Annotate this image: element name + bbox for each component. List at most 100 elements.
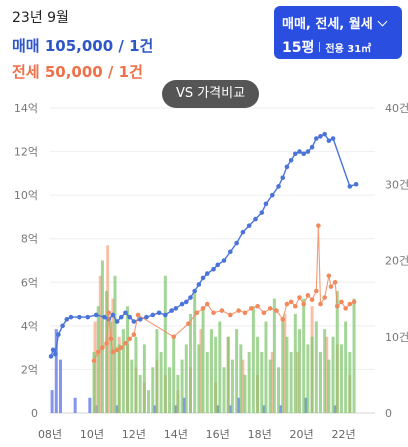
sale-volume-bar — [228, 405, 232, 413]
jeonse-price-point — [127, 336, 132, 342]
jeonse-price-point — [114, 347, 120, 353]
sale-volume-bar — [115, 405, 119, 413]
monthly-volume-bar — [277, 367, 281, 413]
jeonse-price-point — [322, 295, 327, 300]
monthly-volume-bar — [142, 344, 146, 413]
monthly-volume-bar — [168, 367, 172, 413]
monthly-volume-bar — [310, 336, 314, 413]
sale-volume-bar — [54, 329, 58, 413]
jeonse-price-point — [242, 310, 248, 316]
monthly-volume-bar — [222, 367, 226, 413]
jeonse-price-point — [108, 336, 114, 342]
sale-price-point — [85, 314, 91, 320]
sale-volume-bar — [279, 405, 283, 413]
monthly-volume-bar — [323, 329, 327, 413]
monthly-volume-bar — [151, 367, 155, 413]
jeonse-volume-bar — [98, 275, 102, 413]
jeonse-price-point — [274, 308, 279, 313]
jeonse-price-point — [91, 358, 97, 364]
monthly-volume-bar — [348, 352, 352, 413]
sale-price-point — [269, 192, 275, 198]
jeonse-price-point — [280, 317, 286, 322]
jeonse-price-point — [204, 301, 210, 307]
monthly-volume-bar — [331, 336, 335, 413]
sale-price-point — [326, 138, 332, 143]
x-tick-label: 10년 — [80, 428, 104, 441]
sale-price-point — [305, 149, 311, 154]
jeonse-price-point — [313, 288, 319, 294]
monthly-volume-bar — [134, 336, 138, 413]
monthly-volume-bar — [285, 336, 289, 413]
vs-compare-button[interactable]: VS 가격비교 — [162, 80, 259, 108]
y-left-tick-label: 8억 — [21, 233, 38, 246]
x-tick-label: 16년 — [206, 428, 230, 441]
x-tick-label: 12년 — [122, 428, 146, 441]
jeonse-price-point — [284, 301, 290, 307]
sale-price-point — [60, 323, 65, 329]
monthly-volume-bar — [235, 329, 239, 413]
sale-price-point — [110, 312, 116, 318]
sale-volume-bar — [174, 405, 178, 413]
y-right-tick-label: 20건 — [385, 255, 408, 268]
monthly-volume-bar — [264, 321, 268, 413]
monthly-volume-bar — [184, 344, 188, 413]
y-left-tick-label: 2억 — [21, 363, 38, 376]
trade-type-label: 매매, 전세, 월세 — [282, 17, 373, 32]
jeonse-price-point — [211, 310, 216, 316]
monthly-volume-bar — [302, 298, 306, 413]
sale-price-point — [77, 314, 82, 320]
y-right-tick-label: 30건 — [385, 178, 408, 191]
monthly-volume-bar — [121, 329, 125, 413]
monthly-volume-bar — [100, 260, 104, 413]
sale-price-point — [215, 262, 221, 268]
sale-price-point — [322, 131, 327, 137]
jeonse-price-summary: 전세 50,000 / 1건 — [12, 63, 143, 81]
sale-volume-bar — [88, 397, 92, 413]
jeonse-price-point — [123, 340, 128, 346]
sale-price-point — [228, 249, 233, 255]
monthly-volume-bar — [339, 344, 343, 413]
sale-price-point — [263, 201, 269, 207]
sale-volume-bar — [262, 405, 266, 413]
sale-price-point — [353, 181, 359, 187]
sale-price-point — [144, 314, 149, 320]
jeonse-price-point — [297, 295, 302, 300]
trade-type-row: 매매, 전세, 월세 — [282, 13, 388, 32]
jeonse-price-point — [135, 312, 141, 318]
monthly-volume-bar — [314, 321, 318, 413]
sale-volume-bar — [50, 390, 54, 413]
y-left-tick-label: 6억 — [21, 276, 38, 289]
sale-price-point — [297, 149, 302, 154]
sale-price-point — [179, 301, 185, 307]
monthly-volume-bar — [209, 329, 213, 413]
sale-price-point — [318, 134, 323, 139]
sale-price-point — [221, 258, 227, 263]
jeonse-price-point — [316, 223, 321, 228]
sale-price-point — [246, 223, 252, 228]
jeonse-price-point — [219, 308, 225, 313]
jeonse-volume-bar — [295, 352, 299, 413]
sale-price-point — [196, 282, 202, 287]
monthly-volume-bar — [293, 313, 297, 413]
sale-price-point — [64, 317, 70, 322]
sale-volume-bar — [333, 405, 337, 413]
sale-volume-bar — [73, 397, 77, 413]
monthly-volume-bar — [306, 344, 310, 413]
monthly-volume-bar — [201, 306, 205, 413]
jeonse-volume-bar — [283, 313, 287, 413]
monthly-volume-bar — [159, 352, 163, 413]
y-left-tick-label: 0 — [31, 407, 38, 420]
sale-price-point — [192, 288, 197, 294]
monthly-volume-bar — [176, 374, 180, 413]
sale-price-point — [102, 314, 107, 320]
monthly-volume-bar — [105, 291, 109, 413]
sale-volume-bar — [216, 405, 220, 413]
x-tick-label: 14년 — [164, 428, 188, 441]
jeonse-price-point — [95, 349, 101, 355]
monthly-volume-bar — [243, 374, 247, 413]
monthly-volume-bar — [247, 352, 251, 413]
trade-type-selector[interactable]: 매매, 전세, 월세 15평 전용 31㎡ — [274, 6, 402, 59]
jeonse-volume-bar — [241, 359, 245, 413]
sale-price-point — [253, 216, 258, 222]
